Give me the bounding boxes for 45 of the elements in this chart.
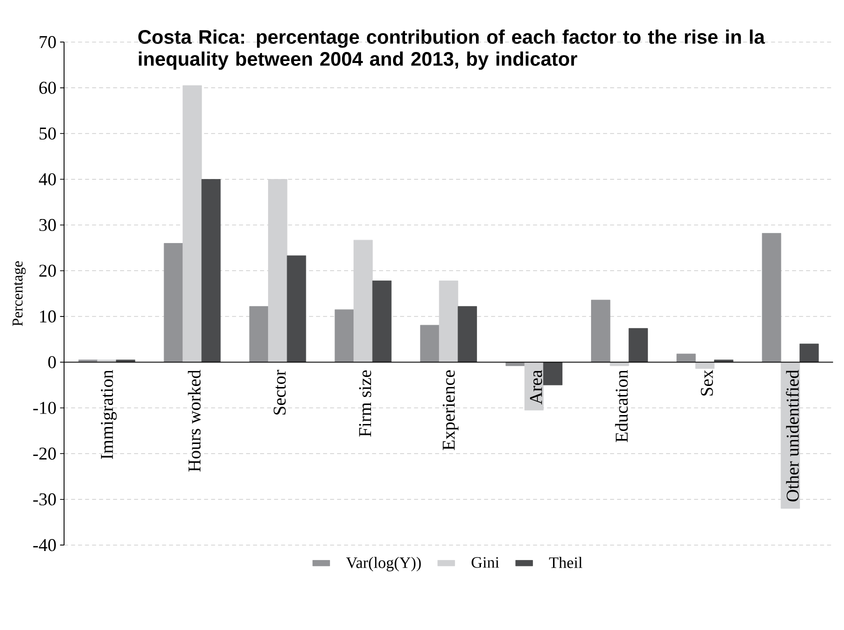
bar [286, 255, 306, 362]
bar [676, 354, 696, 362]
bar [164, 243, 184, 362]
bar [334, 309, 354, 362]
bar [695, 362, 715, 369]
x-tick-label: Hours worked [188, 370, 201, 472]
y-axis-title: Percentage [12, 261, 26, 326]
bar [458, 306, 477, 362]
bar [543, 362, 562, 386]
x-tick-label: Sector [274, 370, 286, 414]
x-tick-label: Other unidentified [786, 370, 799, 502]
y-tick-label: -10 [33, 402, 56, 414]
bar [354, 240, 373, 362]
bar [372, 280, 392, 362]
y-tick-label: 10 [40, 310, 56, 323]
x-tick-label: Experience [442, 370, 458, 450]
bar [268, 179, 288, 362]
legend-label: Theil [549, 556, 582, 568]
x-tick-label: Firm size [359, 370, 372, 437]
y-tick-label: 50 [40, 127, 56, 140]
x-tick-label: Immigration [100, 370, 117, 460]
y-tick-label: 0 [48, 356, 56, 368]
bar [762, 233, 782, 362]
x-tick-label: Education [615, 370, 628, 442]
bar [420, 324, 440, 362]
y-tick-label: 70 [40, 36, 56, 48]
bar [591, 300, 610, 362]
bar [182, 85, 202, 362]
bar [628, 328, 648, 362]
y-tick-label: 60 [39, 82, 56, 94]
y-tick-label: -40 [33, 539, 56, 552]
y-tick-label: 40 [38, 173, 56, 186]
y-tick-label: 20 [39, 264, 56, 277]
bar [800, 344, 819, 362]
bar [438, 280, 458, 362]
y-tick-label: -30 [33, 493, 56, 506]
bar [201, 179, 221, 362]
x-tick-label: Area [530, 370, 542, 404]
x-tick-label: Sex [700, 370, 713, 396]
legend-label: Gini [472, 557, 500, 568]
legend-label: Var(log(Y)) [346, 556, 421, 572]
y-tick-label: 30 [39, 218, 56, 232]
bar [249, 306, 268, 362]
y-tick-label: -20 [33, 448, 56, 460]
chart-title: Costa Rica: percentage contribution of each factor to the rise in la inequality between 2004 and 2013, by indicator [138, 30, 765, 70]
